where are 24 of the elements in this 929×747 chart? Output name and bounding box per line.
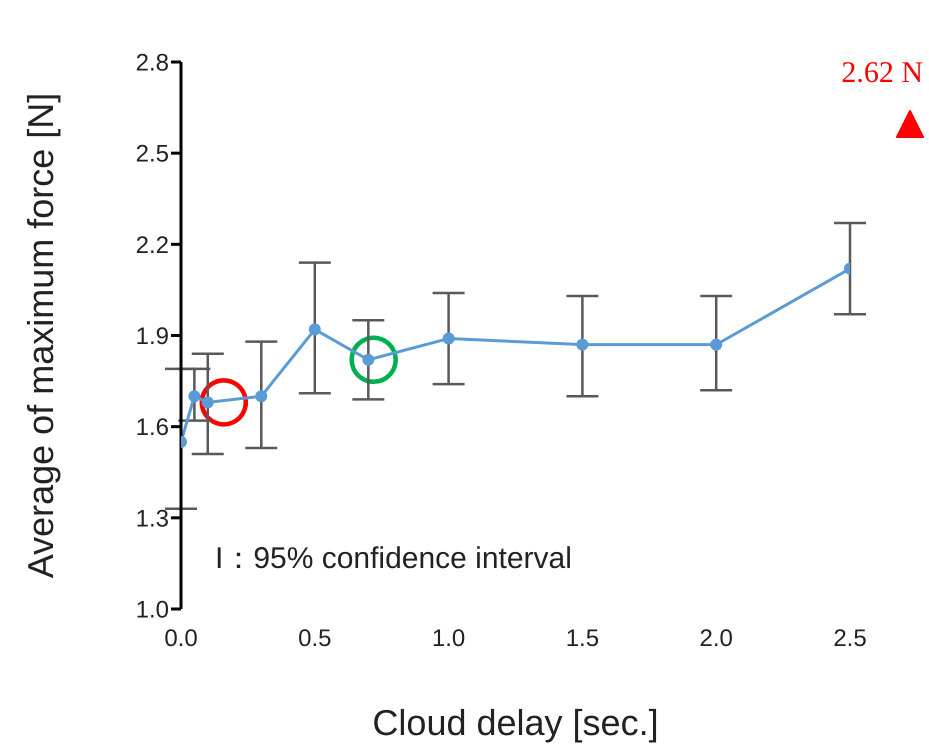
x-tick-label: 1.0 (432, 625, 466, 652)
x-axis-title: Cloud delay [sec.] (372, 702, 659, 743)
y-tick-label: 1.0 (136, 596, 169, 624)
point (188, 390, 200, 402)
y-tick-label: 1.9 (136, 323, 169, 350)
y-tick-label: 1.6 (136, 414, 169, 442)
point (710, 338, 722, 351)
point (442, 332, 455, 345)
y-tick-label: 2.8 (136, 50, 169, 77)
y-tick-label: 1.3 (136, 505, 169, 532)
point (308, 323, 321, 336)
x-tick-label: 0.0 (164, 625, 198, 652)
x-tick-label: 1.5 (566, 625, 600, 652)
y-axis-title: Average of maximum force [N] (20, 92, 61, 578)
point (255, 390, 268, 402)
point (202, 396, 214, 408)
x-tick-label: 2.5 (833, 625, 867, 652)
point (576, 338, 588, 351)
y-tick-label: 2.2 (136, 232, 169, 259)
x-tick-label: 0.5 (298, 625, 332, 652)
x-tick-label: 2.0 (700, 625, 733, 652)
annotation: I：95% confidence interval (215, 542, 572, 575)
annotation: 2.62 N (841, 56, 923, 89)
y-tick-label: 2.5 (136, 140, 169, 168)
